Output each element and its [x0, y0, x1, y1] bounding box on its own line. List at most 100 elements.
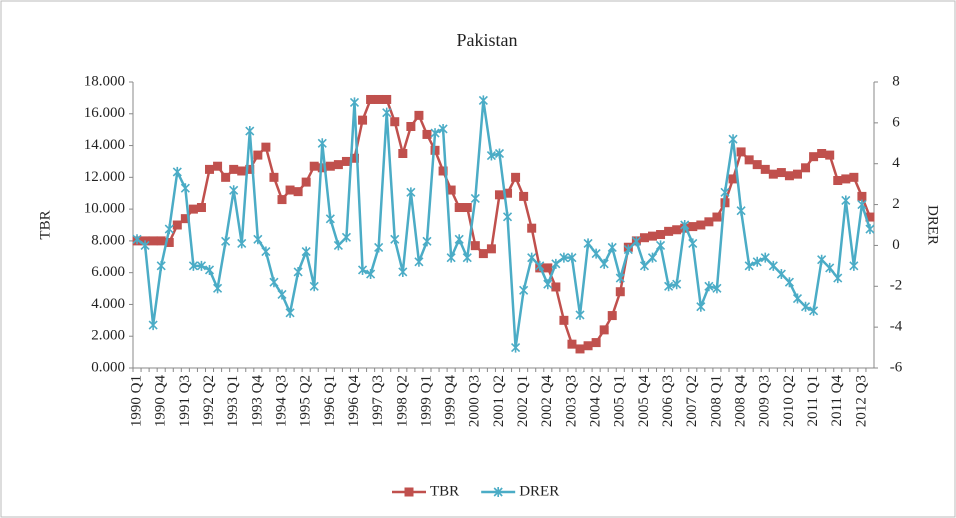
point — [494, 190, 504, 200]
point — [390, 234, 400, 245]
point — [704, 217, 714, 227]
point — [366, 94, 376, 104]
point — [865, 224, 875, 235]
point — [382, 107, 392, 118]
point — [140, 240, 150, 251]
point — [672, 279, 682, 290]
point — [728, 174, 738, 184]
point — [406, 121, 416, 131]
point — [237, 166, 247, 176]
point — [760, 164, 770, 174]
point — [744, 155, 754, 165]
x-tick-label: 1990 Q4 — [153, 375, 169, 428]
point — [164, 224, 174, 235]
y-tick-label: 0.000 — [91, 359, 125, 375]
point — [841, 174, 851, 184]
point — [768, 169, 778, 179]
point — [809, 305, 819, 316]
point — [664, 226, 674, 236]
x-tick-label: 1991 Q3 — [177, 375, 193, 427]
point — [293, 187, 303, 197]
point — [148, 320, 158, 331]
x-tick-label: 2002 Q1 — [515, 375, 531, 427]
x-tick-label: 1993 Q1 — [225, 375, 241, 427]
point — [615, 287, 625, 297]
point — [688, 222, 698, 232]
point — [817, 149, 827, 158]
point — [188, 260, 198, 271]
point — [390, 117, 400, 127]
point — [728, 134, 738, 145]
point — [551, 258, 561, 269]
x-tick-label: 1990 Q1 — [128, 375, 144, 427]
point — [567, 252, 577, 263]
x-tick-label: 1996 Q4 — [346, 375, 362, 428]
point — [172, 220, 182, 230]
x-tick-label: 2009 Q3 — [757, 375, 773, 427]
y-tick-label: 8.000 — [91, 232, 125, 248]
point — [148, 236, 158, 246]
point — [341, 156, 351, 166]
point — [462, 203, 472, 213]
y-tick-label: 10.000 — [84, 201, 125, 217]
point — [583, 238, 593, 249]
point — [430, 128, 440, 139]
point — [849, 172, 859, 182]
point — [358, 115, 368, 125]
point — [462, 252, 472, 263]
x-tick-label: 1996 Q1 — [322, 375, 338, 427]
y-tick-label: 4.000 — [91, 296, 125, 312]
point — [511, 172, 521, 182]
x-tick-label: 1995 Q2 — [298, 375, 314, 427]
point — [599, 258, 609, 269]
point — [478, 249, 488, 259]
point — [825, 262, 835, 273]
chart-title: Pakistan — [457, 30, 518, 50]
point — [607, 242, 617, 253]
point — [470, 193, 480, 204]
point — [704, 281, 714, 292]
point — [696, 220, 706, 230]
point — [511, 342, 521, 353]
point — [374, 94, 384, 104]
y2-tick-label: 6 — [892, 114, 900, 130]
x-tick-label: 2005 Q4 — [636, 375, 652, 428]
point — [744, 260, 754, 271]
point — [575, 344, 585, 354]
point — [446, 252, 456, 263]
point — [559, 315, 569, 325]
point — [849, 260, 859, 271]
point — [430, 145, 440, 155]
point — [229, 185, 239, 196]
point — [188, 204, 198, 214]
point — [422, 236, 432, 247]
point — [784, 171, 794, 181]
x-tick-label: 1999 Q1 — [418, 375, 434, 427]
point — [623, 244, 633, 255]
point — [720, 187, 730, 198]
point — [809, 152, 819, 162]
x-tick-label: 2011 Q4 — [829, 375, 845, 427]
point — [438, 166, 448, 176]
point — [631, 236, 641, 247]
point — [647, 252, 658, 263]
point — [792, 169, 802, 179]
point — [768, 260, 778, 271]
point — [333, 240, 343, 251]
y-tick-label: 12.000 — [84, 169, 125, 185]
point — [543, 263, 553, 273]
point — [494, 148, 505, 159]
point — [857, 191, 867, 201]
point — [656, 230, 666, 240]
point — [648, 231, 658, 241]
point — [857, 199, 867, 210]
point — [551, 282, 561, 292]
x-tick-label: 2008 Q1 — [708, 375, 724, 427]
point — [776, 168, 786, 178]
point — [349, 153, 359, 163]
legend-label: DRER — [519, 483, 559, 499]
x-tick-label: 2005 Q1 — [612, 375, 628, 427]
point — [583, 341, 593, 351]
point — [156, 260, 166, 271]
point — [277, 195, 287, 205]
